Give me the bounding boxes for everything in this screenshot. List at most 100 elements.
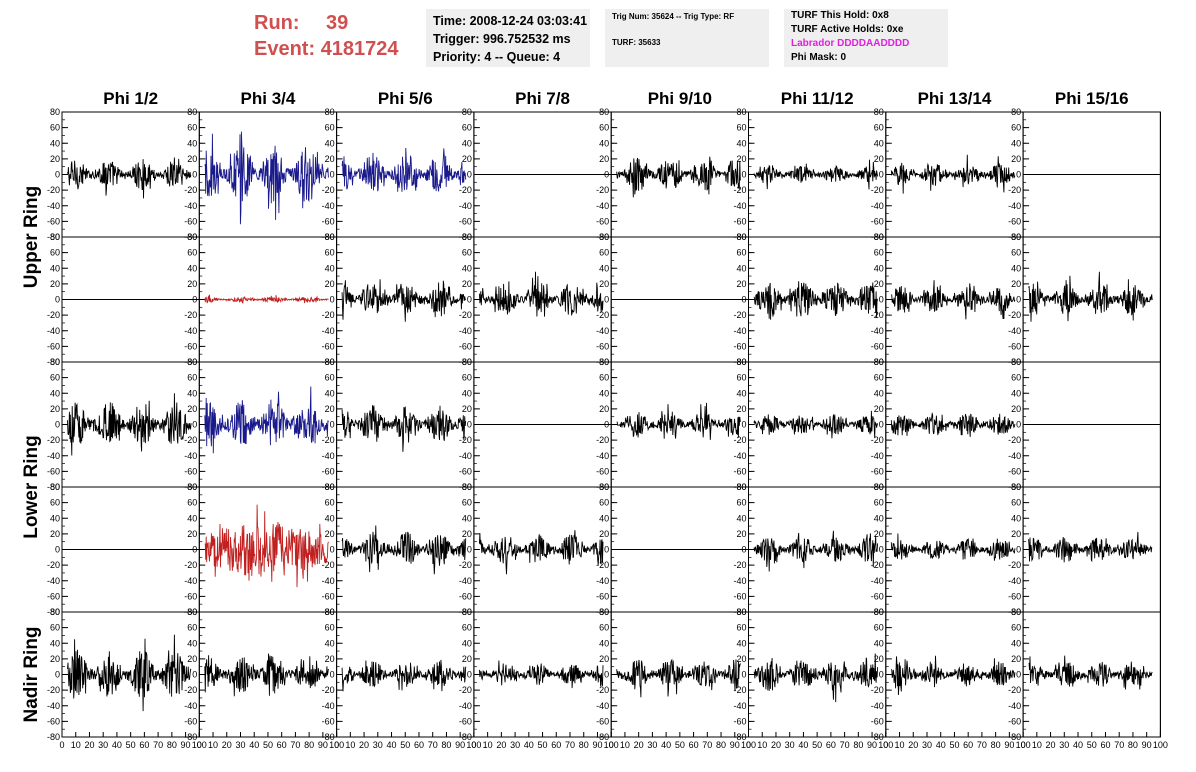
y-tick-label: 0 xyxy=(1016,295,1021,305)
x-tick-label: 40 xyxy=(661,740,671,750)
y-tick-label: 20 xyxy=(325,654,335,664)
x-tick-label: 50 xyxy=(263,740,273,750)
y-tick-label: 80 xyxy=(462,357,472,367)
x-tick-label: 10 xyxy=(620,740,630,750)
y-tick-label: -20 xyxy=(871,560,884,570)
y-tick-label: -40 xyxy=(1008,701,1021,711)
y-tick-label: 20 xyxy=(462,154,472,164)
y-tick-label: -20 xyxy=(47,685,60,695)
y-tick-label: -20 xyxy=(596,435,609,445)
y-tick-label: -40 xyxy=(596,201,609,211)
y-tick-label: 0 xyxy=(192,170,197,180)
y-tick-label: 0 xyxy=(55,295,60,305)
y-tick-label: -20 xyxy=(733,310,746,320)
y-tick-label: 40 xyxy=(736,388,746,398)
x-tick-label: 70 xyxy=(840,740,850,750)
y-tick-label: 60 xyxy=(874,623,884,633)
y-tick-label: 20 xyxy=(599,154,609,164)
x-tick-label: 70 xyxy=(290,740,300,750)
x-tick-label: 60 xyxy=(826,740,836,750)
column-title: Phi 3/4 xyxy=(241,89,296,108)
ring-label: Lower Ring xyxy=(21,435,42,538)
y-tick-label: 80 xyxy=(874,607,884,617)
y-tick-label: 20 xyxy=(187,654,197,664)
waveform-trace xyxy=(753,410,879,439)
y-tick-label: 60 xyxy=(462,623,472,633)
waveform-trace xyxy=(204,653,329,697)
y-tick-label: 60 xyxy=(50,623,60,633)
y-tick-label: -60 xyxy=(596,716,609,726)
y-tick-label: 40 xyxy=(599,138,609,148)
y-tick-label: 80 xyxy=(50,482,60,492)
y-tick-label: -40 xyxy=(459,201,472,211)
waveform-trace xyxy=(341,147,467,192)
y-tick-label: 20 xyxy=(50,654,60,664)
waveform-trace xyxy=(1028,271,1153,322)
y-tick-label: 20 xyxy=(736,279,746,289)
y-tick-label: -40 xyxy=(733,326,746,336)
y-tick-label: 60 xyxy=(1011,123,1021,133)
x-tick-label: 60 xyxy=(1100,740,1110,750)
waveform-trace xyxy=(341,279,467,322)
x-tick-label: 100 xyxy=(878,740,893,750)
y-tick-label: -20 xyxy=(871,185,884,195)
y-tick-label: 0 xyxy=(1016,670,1021,680)
turf-active-holds-text: TURF Active Holds: 0xe xyxy=(791,24,904,35)
y-tick-label: -40 xyxy=(322,326,335,336)
y-tick-label: 40 xyxy=(325,138,335,148)
x-tick-label: 80 xyxy=(167,740,177,750)
x-tick-label: 30 xyxy=(510,740,520,750)
x-tick-label: 40 xyxy=(798,740,808,750)
y-tick-label: 40 xyxy=(325,638,335,648)
x-tick-label: 30 xyxy=(373,740,383,750)
x-tick-label: 90 xyxy=(455,740,465,750)
y-tick-label: 40 xyxy=(187,138,197,148)
y-tick-label: 40 xyxy=(462,638,472,648)
waveform-trace xyxy=(478,660,604,689)
x-tick-label: 100 xyxy=(329,740,344,750)
y-tick-label: 40 xyxy=(50,388,60,398)
y-tick-label: 80 xyxy=(50,607,60,617)
y-tick-label: 80 xyxy=(50,107,60,117)
y-tick-label: 80 xyxy=(1011,357,1021,367)
y-tick-label: 0 xyxy=(604,170,609,180)
y-tick-label: 0 xyxy=(192,295,197,305)
y-tick-label: 0 xyxy=(55,545,60,555)
y-tick-label: -20 xyxy=(322,435,335,445)
x-tick-label: 10 xyxy=(757,740,767,750)
x-tick-label: 40 xyxy=(1073,740,1083,750)
y-tick-label: 40 xyxy=(187,513,197,523)
y-tick-label: -40 xyxy=(596,701,609,711)
y-tick-label: 60 xyxy=(187,123,197,133)
y-tick-label: 40 xyxy=(1011,138,1021,148)
x-tick-label: 60 xyxy=(689,740,699,750)
turf-text: TURF: 35633 xyxy=(612,38,661,47)
y-tick-label: 80 xyxy=(325,607,335,617)
y-tick-label: 40 xyxy=(50,263,60,273)
column-title: Phi 9/10 xyxy=(648,89,712,108)
y-tick-label: -60 xyxy=(871,216,884,226)
y-tick-label: 20 xyxy=(50,529,60,539)
y-tick-label: 80 xyxy=(874,107,884,117)
y-tick-label: 40 xyxy=(325,388,335,398)
y-tick-label: 0 xyxy=(467,295,472,305)
y-tick-label: -40 xyxy=(871,701,884,711)
x-tick-label: 50 xyxy=(675,740,685,750)
y-tick-label: 0 xyxy=(879,420,884,430)
y-tick-label: -60 xyxy=(1008,466,1021,476)
y-tick-label: -40 xyxy=(733,576,746,586)
y-tick-label: 40 xyxy=(462,138,472,148)
run-event-header: Run: 39 Event: 4181724 xyxy=(254,10,399,62)
y-tick-label: 80 xyxy=(1011,232,1021,242)
y-tick-label: 20 xyxy=(325,404,335,414)
x-tick-label: 40 xyxy=(387,740,397,750)
y-tick-label: 60 xyxy=(50,123,60,133)
y-tick-label: -40 xyxy=(733,701,746,711)
y-tick-label: 80 xyxy=(599,482,609,492)
y-tick-label: -80 xyxy=(47,607,60,617)
labrador-text: Labrador DDDDAADDDD xyxy=(791,38,910,49)
y-tick-label: 40 xyxy=(325,263,335,273)
y-tick-label: 80 xyxy=(736,232,746,242)
y-tick-label: -80 xyxy=(871,732,884,742)
x-tick-label: 90 xyxy=(730,740,740,750)
